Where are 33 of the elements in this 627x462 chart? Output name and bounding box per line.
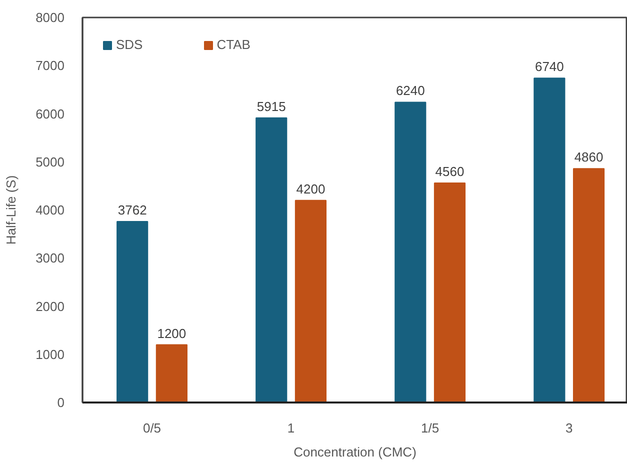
x-tick-label: 0/5 <box>142 420 162 436</box>
x-axis-title: Concentration (CMC) <box>294 444 416 460</box>
bar <box>434 182 466 402</box>
data-label: 5915 <box>256 98 286 114</box>
legend-label: CTAB <box>216 37 250 52</box>
legend-label: SDS <box>116 37 143 52</box>
data-label: 1200 <box>157 326 186 341</box>
data-label: 6740 <box>534 59 564 74</box>
bar <box>534 78 566 402</box>
y-tick-label: 8000 <box>36 10 64 25</box>
y-tick-label: 6000 <box>36 106 64 122</box>
y-axis-title: Half-Life (S) <box>4 175 19 245</box>
bar <box>116 220 148 402</box>
bar <box>394 102 426 402</box>
y-tick-label: 3000 <box>36 250 64 266</box>
x-tick-label: 3 <box>565 420 573 436</box>
bar <box>294 200 327 402</box>
data-label: 4560 <box>435 164 464 180</box>
y-tick-label: 1000 <box>36 346 64 362</box>
bar <box>256 117 288 402</box>
bar <box>156 344 188 402</box>
y-tick-label: 7000 <box>36 58 64 74</box>
x-tick-label: 1/5 <box>421 420 440 436</box>
y-tick-label: 0 <box>57 395 65 410</box>
y-tick-label: 5000 <box>36 154 64 170</box>
data-label: 4860 <box>574 150 604 165</box>
y-tick-label: 4000 <box>36 202 64 218</box>
data-label: 3762 <box>118 202 147 218</box>
x-tick-label: 1 <box>287 420 295 436</box>
data-label: 4200 <box>296 181 326 196</box>
bar <box>572 168 605 402</box>
data-label: 6240 <box>396 83 425 98</box>
y-tick-label: 2000 <box>36 298 64 314</box>
